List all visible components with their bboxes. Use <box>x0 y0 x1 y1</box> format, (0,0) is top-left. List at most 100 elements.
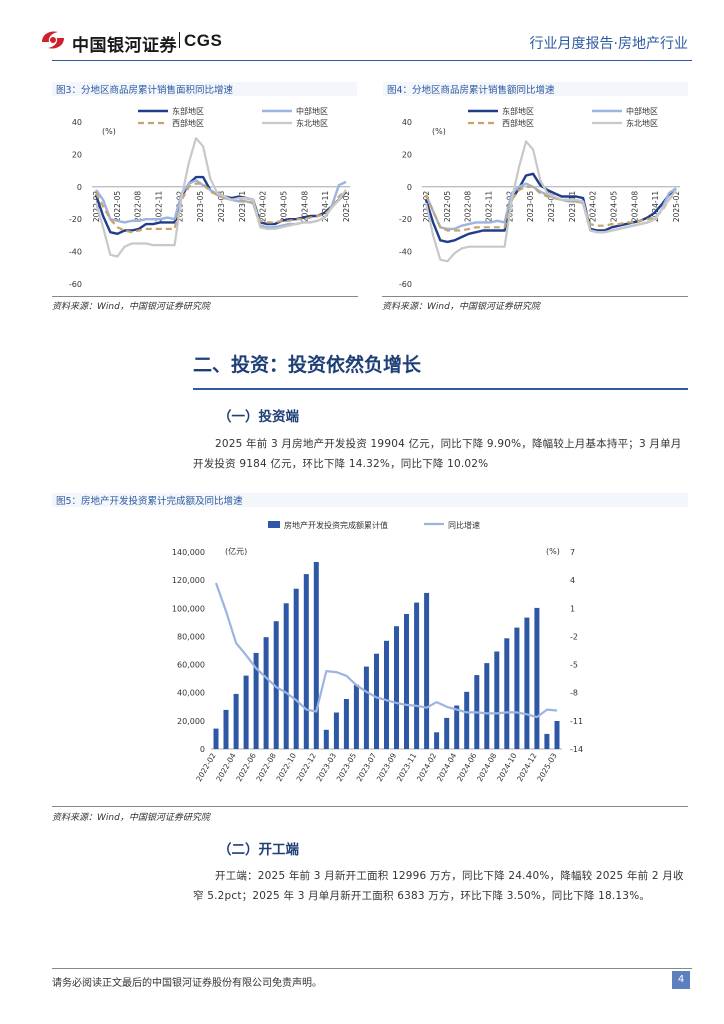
y-tick-label: -60 <box>69 280 82 289</box>
series-line-西部地区 <box>424 185 677 232</box>
legend-label: 西部地区 <box>502 118 534 128</box>
y-tick-label: 40 <box>402 118 412 127</box>
bar <box>554 721 560 749</box>
legend-label: 中部地区 <box>626 106 658 116</box>
bar <box>374 653 379 749</box>
bar <box>243 675 249 749</box>
legend-label-line: 同比增速 <box>448 520 480 530</box>
x-tick-label: 2024-11 <box>651 191 660 223</box>
paragraph-line: 2025 年前 3 月房地产开发投资 19904 亿元，同比下降 9.90%，降… <box>215 438 682 450</box>
legend-label-bar: 房地产开发投资完成额累计值 <box>284 520 388 530</box>
y-tick-label: -20 <box>399 215 412 224</box>
fig3-title: 图3：分地区商品房累计销售面积同比增速 <box>56 85 234 96</box>
series-line-东部地区 <box>424 172 677 244</box>
y-right-tick-label: 4 <box>570 576 575 585</box>
y-tick-label: 20 <box>402 150 412 159</box>
x-tick-label: 2023-05 <box>526 191 535 223</box>
series-line-东北地区 <box>424 140 677 263</box>
bar <box>434 732 440 749</box>
y-right-tick-label: -8 <box>570 689 578 698</box>
x-tick-label: 2023-11 <box>238 191 247 223</box>
bar <box>484 663 490 749</box>
legend-swatch-bar <box>268 521 280 528</box>
bar <box>534 607 540 749</box>
y-right-tick-label: -5 <box>570 661 578 670</box>
y-right-tick-label: -11 <box>570 717 583 726</box>
y-tick-label: 0 <box>407 183 412 192</box>
page-number: 4 <box>672 971 690 989</box>
fig5-title: 图5：房地产开发投资累计完成额及同比增速 <box>56 496 243 507</box>
x-tick-label: 2022-11 <box>155 191 164 223</box>
fig3-source: 资料来源：Wind，中国银河证券研究院 <box>52 302 210 312</box>
bar <box>544 733 550 749</box>
y-tick-label: -20 <box>69 215 82 224</box>
legend-label: 西部地区 <box>172 118 204 128</box>
logo-en: CGS <box>184 31 223 50</box>
subsection-title-investment: （一）投资端 <box>218 409 299 425</box>
bar <box>313 562 319 749</box>
paragraph-investment: 2025 年前 3 月房地产开发投资 19904 亿元，同比下降 9.90%，降… <box>193 434 693 474</box>
y-left-tick-label: 60,000 <box>177 661 205 670</box>
bar <box>363 666 369 749</box>
bar <box>303 574 309 749</box>
bar <box>323 729 329 749</box>
y-tick-label: -40 <box>69 248 82 257</box>
subsection-title-start: （二）开工端 <box>218 842 299 858</box>
bar <box>504 638 510 749</box>
logo-icon <box>42 31 64 49</box>
x-tick-label: 2025-02 <box>672 191 681 223</box>
legend-label: 东北地区 <box>626 118 658 128</box>
fig4-source-rule <box>382 296 688 297</box>
bar <box>384 640 389 749</box>
y-left-tick-label: 100,000 <box>172 604 205 613</box>
bar <box>394 626 399 749</box>
x-tick-label: 2024-02 <box>589 191 598 223</box>
x-tick-label: 2022-08 <box>134 191 143 223</box>
y-right-tick-label: -2 <box>570 632 578 641</box>
y-left-tick-label: 0 <box>200 745 205 754</box>
bar <box>273 621 279 749</box>
x-tick-label: 2025-03 <box>535 751 559 783</box>
header-rule <box>52 60 692 61</box>
bar <box>524 617 530 749</box>
fig4-source: 资料来源：Wind，中国银河证券研究院 <box>382 302 540 312</box>
y-left-tick-label: 80,000 <box>177 632 205 641</box>
fig3-title-bar <box>52 82 357 96</box>
x-tick-label: 2022-05 <box>443 191 452 223</box>
fig5-chart: 140,000120,000100,00080,00060,00040,0002… <box>172 520 583 783</box>
bar <box>514 627 520 749</box>
bar <box>223 709 229 749</box>
fig5-source: 资料来源：Wind，中国银河证券研究院 <box>52 813 210 823</box>
bar <box>454 705 460 749</box>
growth-line <box>214 582 558 719</box>
fig5-source-rule <box>52 806 688 807</box>
bar <box>213 728 219 749</box>
x-tick-label: 2023-08 <box>547 191 556 223</box>
y-tick-label: 0 <box>77 183 82 192</box>
x-tick-label: 2023-05 <box>196 191 205 223</box>
x-tick-label: 2024-11 <box>321 191 330 223</box>
bar <box>253 652 259 749</box>
bar <box>353 684 359 749</box>
x-tick-label: 2022-08 <box>464 191 473 223</box>
y-left-tick-label: 40,000 <box>177 689 205 698</box>
y-tick-label: -60 <box>399 280 412 289</box>
bar <box>233 693 239 749</box>
x-tick-label: 2023-08 <box>217 191 226 223</box>
fig3-source-rule <box>52 296 358 297</box>
y-tick-label: 20 <box>72 150 82 159</box>
x-tick-label: 2024-08 <box>630 191 639 223</box>
bar <box>333 712 339 749</box>
fig4-title: 图4：分地区商品房累计销售额同比增速 <box>387 85 555 96</box>
section-rule <box>193 388 688 390</box>
bar <box>444 717 450 749</box>
bar <box>343 699 349 749</box>
y-unit-label: (%) <box>102 127 116 136</box>
report-category: 行业月度报告·房地产行业 <box>529 36 688 52</box>
y-right-tick-label: 7 <box>570 548 575 557</box>
legend-label: 东部地区 <box>502 106 534 116</box>
x-tick-label: 2022-05 <box>113 191 122 223</box>
legend-label: 中部地区 <box>296 106 328 116</box>
x-tick-label: 2024-08 <box>300 191 309 223</box>
series-line-西部地区 <box>95 182 347 234</box>
